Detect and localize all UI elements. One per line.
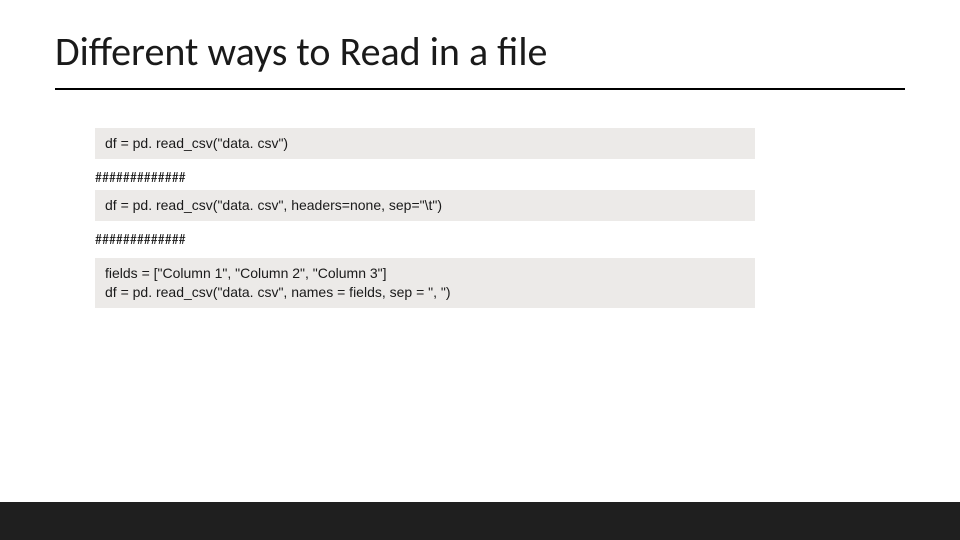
code-line: df = pd. read_csv("data. csv", names = f… bbox=[105, 283, 745, 302]
code-line: fields = ["Column 1", "Column 2", "Colum… bbox=[105, 264, 745, 283]
code-block-3: fields = ["Column 1", "Column 2", "Colum… bbox=[95, 258, 755, 308]
code-block-1: df = pd. read_csv("data. csv") bbox=[95, 128, 755, 159]
separator-2: ############# bbox=[95, 221, 755, 252]
code-line: df = pd. read_csv("data. csv") bbox=[105, 134, 745, 153]
code-line: df = pd. read_csv("data. csv", headers=n… bbox=[105, 196, 745, 215]
slide-container: Different ways to Read in a file df = pd… bbox=[0, 0, 960, 540]
separator-1: ############# bbox=[95, 159, 755, 190]
title-underline bbox=[55, 88, 905, 90]
slide-title: Different ways to Read in a file bbox=[55, 30, 905, 88]
code-block-2: df = pd. read_csv("data. csv", headers=n… bbox=[95, 190, 755, 221]
content-area: df = pd. read_csv("data. csv") #########… bbox=[55, 128, 905, 308]
bottom-bar bbox=[0, 502, 960, 540]
